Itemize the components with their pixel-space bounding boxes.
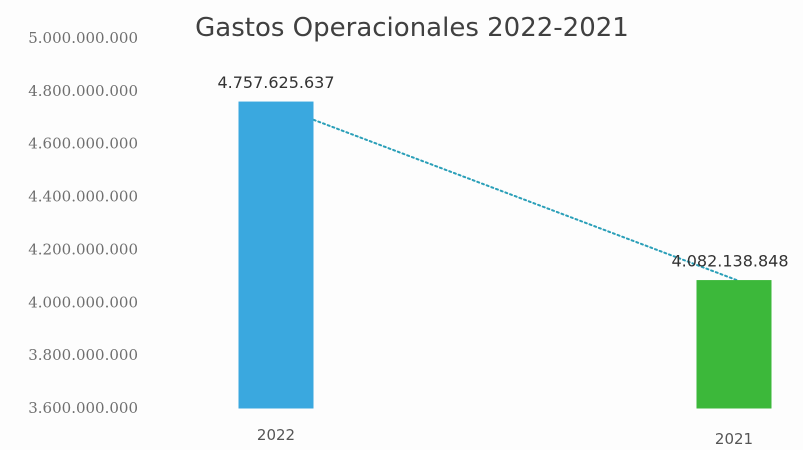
y-axis: 3.600.000.000 3.800.000.000 4.000.000.000 4… <box>28 29 138 417</box>
y-tick-label: 4.800.000.000 <box>28 82 138 100</box>
data-label-2022: 4.757.625.637 <box>217 73 334 92</box>
bars-group <box>238 101 772 409</box>
trendline-layer <box>308 117 739 282</box>
data-label-2021: 4.082.138.848 <box>671 252 788 271</box>
x-axis: 2022 2021 <box>257 426 753 448</box>
y-tick-label: 4.600.000.000 <box>28 135 138 153</box>
y-tick-label: 4.400.000.000 <box>28 188 138 206</box>
trendline <box>308 117 739 282</box>
y-tick-label: 4.200.000.000 <box>28 240 138 258</box>
y-tick-label: 5.000.000.000 <box>28 29 138 47</box>
x-category-label: 2022 <box>257 426 295 444</box>
x-category-label: 2021 <box>715 430 753 448</box>
data-labels-group: 4.757.625.637 4.082.138.848 <box>217 73 788 271</box>
chart-title: Gastos Operacionales 2022-2021 <box>195 13 629 43</box>
y-tick-label: 3.600.000.000 <box>28 399 138 417</box>
bar-2021 <box>696 280 772 409</box>
y-tick-label: 4.000.000.000 <box>28 293 138 311</box>
y-tick-label: 3.800.000.000 <box>28 346 138 364</box>
bar-2022 <box>238 101 314 409</box>
